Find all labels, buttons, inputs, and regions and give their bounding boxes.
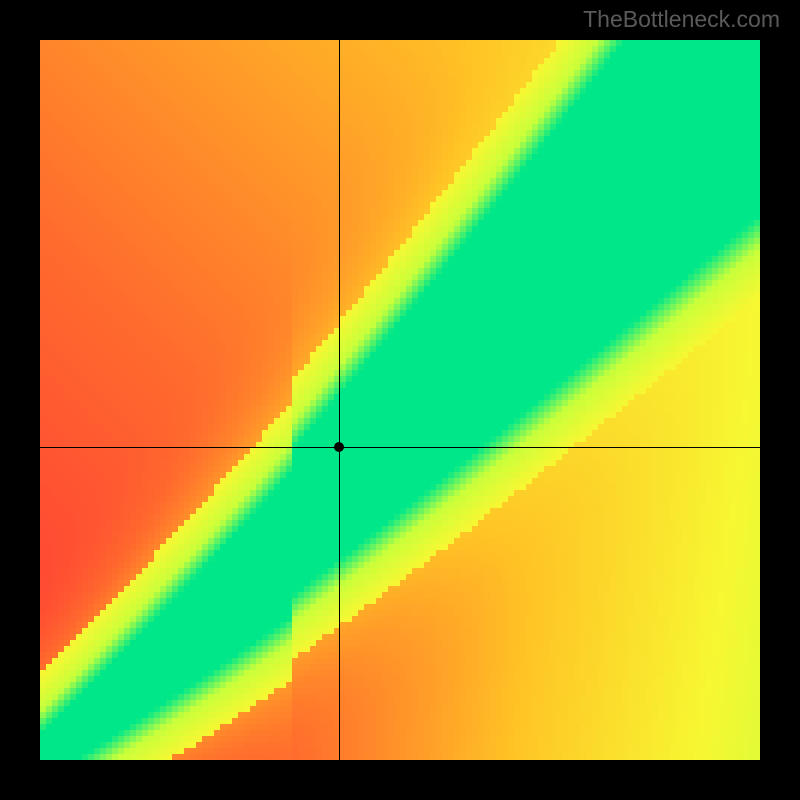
heatmap-canvas (40, 40, 760, 760)
crosshair-marker-dot (334, 442, 344, 452)
watermark-text: TheBottleneck.com (583, 6, 780, 33)
crosshair-horizontal (40, 447, 760, 448)
plot-area (40, 40, 760, 760)
crosshair-vertical (339, 40, 340, 760)
